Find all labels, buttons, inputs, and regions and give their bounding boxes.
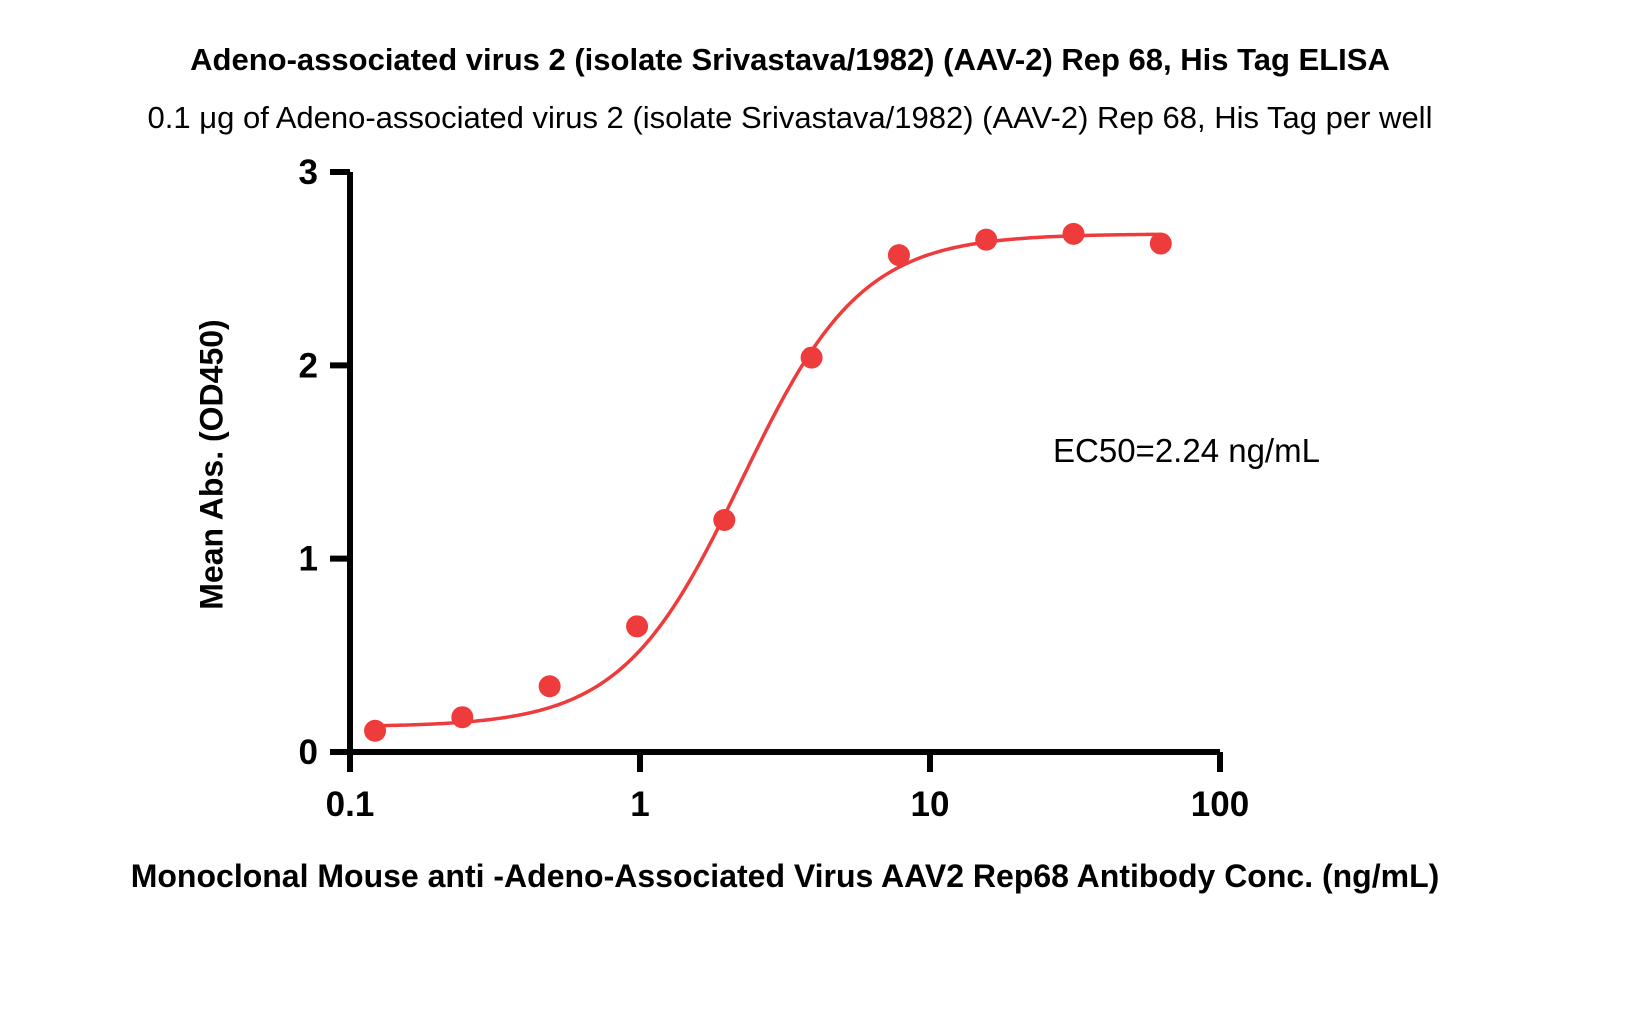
data-point (1062, 222, 1085, 245)
y-tick-label: 1 (299, 540, 318, 579)
data-point (626, 615, 649, 638)
y-tick-label: 0 (299, 733, 318, 772)
data-point (1149, 232, 1172, 255)
x-tick-label: 0.1 (326, 785, 375, 824)
x-tick-label: 10 (911, 785, 950, 824)
data-point (713, 509, 736, 531)
data-point (975, 228, 998, 251)
x-tick-label: 1 (630, 785, 649, 824)
chart-title: Adeno-associated virus 2 (isolate Srivas… (190, 42, 1390, 77)
x-tick-label: 100 (1191, 785, 1249, 824)
data-point (800, 346, 823, 369)
y-axis-title: Mean Abs. (OD450) (193, 319, 230, 610)
data-point (364, 719, 387, 742)
y-tick-label: 3 (299, 153, 318, 192)
ec50-annotation: EC50=2.24 ng/mL (1053, 432, 1320, 469)
y-tick-label: 2 (299, 346, 318, 385)
data-point (887, 244, 910, 267)
chart-subtitle: 0.1 μg of Adeno-associated virus 2 (isol… (147, 100, 1433, 135)
data-point (538, 675, 561, 698)
data-point (451, 706, 474, 729)
x-axis-title: Monoclonal Mouse anti -Adeno-Associated … (130, 858, 1440, 894)
fit-curve (375, 232, 1161, 728)
